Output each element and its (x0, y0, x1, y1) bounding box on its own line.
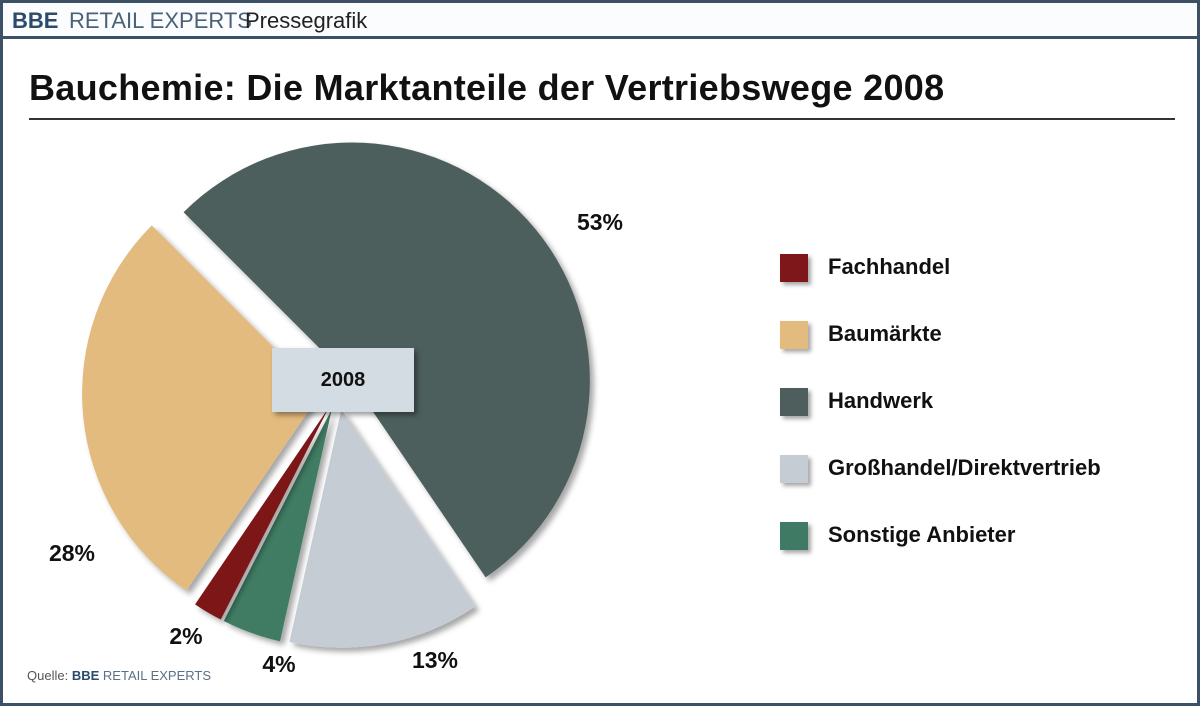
legend-label: Fachhandel (828, 254, 951, 279)
header-bar: BBE RETAIL EXPERTS Pressegrafik (3, 3, 1197, 39)
source-brand-bold: BBE (71, 668, 100, 683)
title-divider (29, 118, 1175, 120)
data-label: 13% (412, 647, 458, 673)
data-label: 4% (262, 651, 295, 677)
pie-slice-baum-rkte (82, 225, 321, 591)
data-label: 53% (577, 209, 623, 235)
source-note: Quelle: BBE RETAIL EXPERTS (27, 668, 211, 683)
header-label: Pressegrafik (245, 8, 368, 33)
legend-swatch (780, 455, 808, 483)
center-year-label: 2008 (272, 348, 414, 412)
brand-name: RETAIL EXPERTS (69, 8, 252, 33)
legend-label: Sonstige Anbieter (828, 522, 1016, 547)
legend-swatch (780, 388, 808, 416)
pie-slice-fachhandel (195, 407, 329, 620)
data-label: 2% (169, 623, 202, 649)
pie-slice-sonstige-anbieter (223, 408, 332, 642)
legend-swatch (780, 321, 808, 349)
source-brand: RETAIL EXPERTS (102, 668, 212, 683)
source-prefix: Quelle: (27, 668, 69, 683)
pie-slice-gro-handel-direktvertrieb (289, 409, 476, 648)
data-label: 28% (49, 540, 95, 566)
legend-label: Großhandel/Direktvertrieb (828, 455, 1101, 480)
brand-bold: BBE (12, 8, 59, 33)
chart-title: Bauchemie: Die Marktanteile der Vertrieb… (29, 67, 945, 108)
legend-swatch (780, 522, 808, 550)
legend-swatch (780, 254, 808, 282)
legend-label: Handwerk (828, 388, 934, 413)
legend-label: Baumärkte (828, 321, 942, 346)
